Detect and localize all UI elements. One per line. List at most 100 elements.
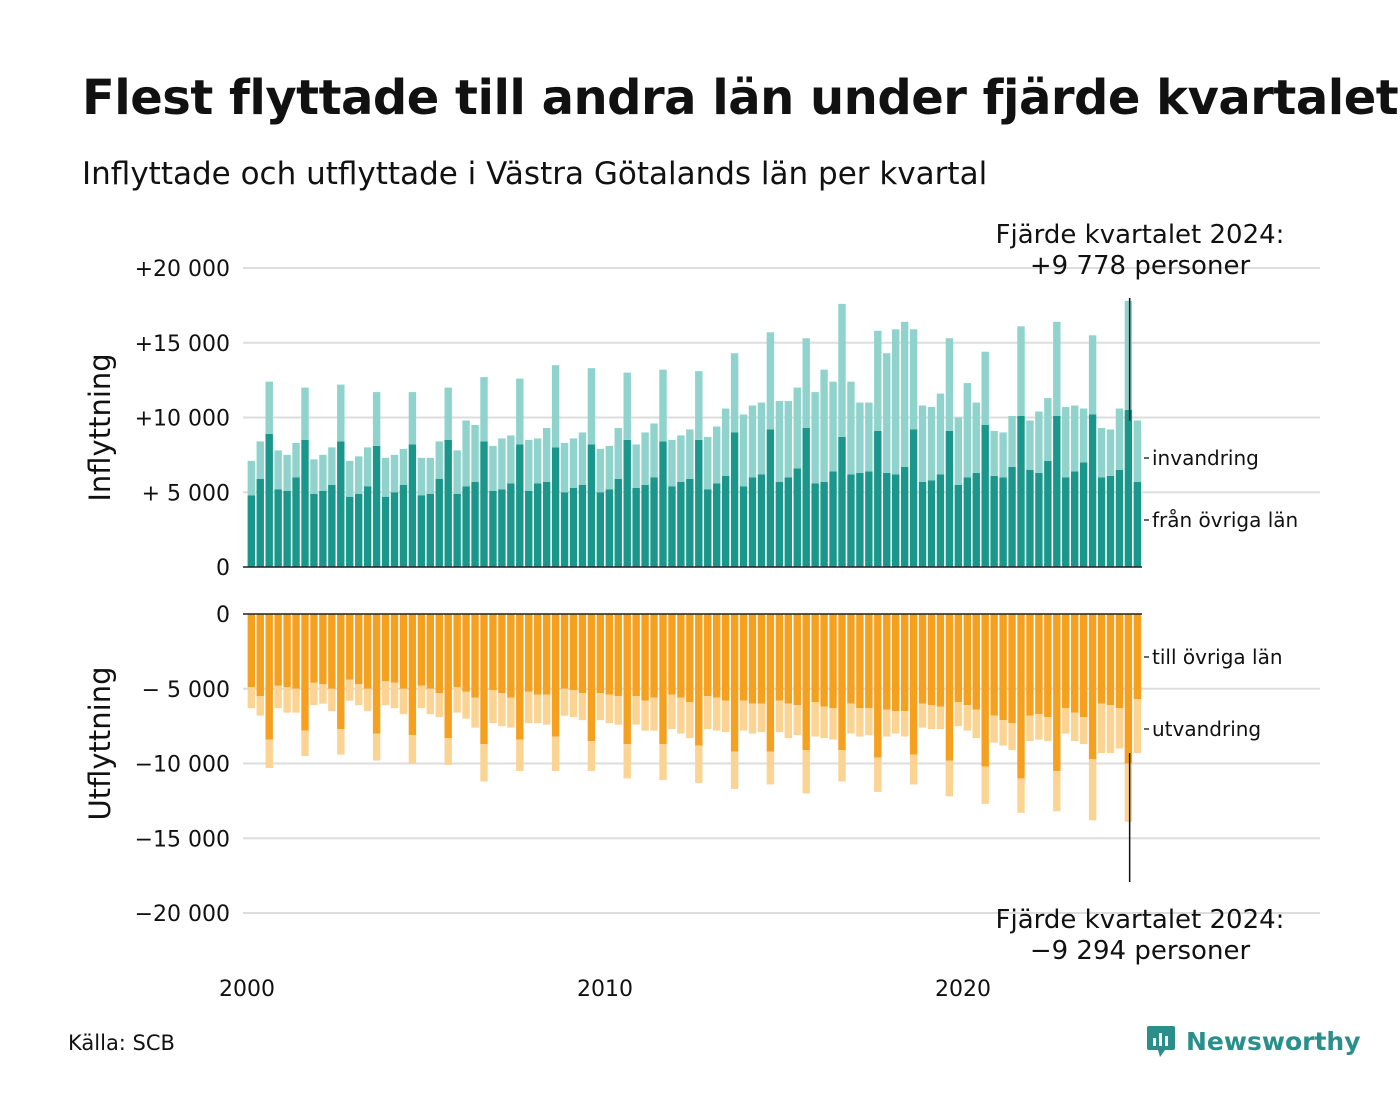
bar-invandring xyxy=(462,420,470,487)
bar-utvandring xyxy=(301,730,309,757)
bar-till-ovriga-lan xyxy=(784,614,792,704)
bar-fran-ovriga-lan xyxy=(399,484,408,567)
bar-invandring xyxy=(265,381,273,434)
annotation-text: −9 294 personer xyxy=(1030,936,1251,966)
bar-till-ovriga-lan xyxy=(730,614,739,752)
bar-utvandring xyxy=(578,693,587,721)
bar-invandring xyxy=(927,407,936,481)
y-tick-label: +20 000 xyxy=(135,257,230,282)
bar-till-ovriga-lan xyxy=(256,614,264,697)
bar-till-ovriga-lan xyxy=(990,614,998,716)
bar-invandring xyxy=(328,447,336,485)
axes xyxy=(243,298,1142,882)
bar-fran-ovriga-lan xyxy=(372,445,381,567)
bar-fran-ovriga-lan xyxy=(865,471,873,567)
bar-utvandring xyxy=(408,735,417,764)
bar-invandring xyxy=(686,429,694,479)
bar-utvandring xyxy=(1071,712,1079,742)
bar-fran-ovriga-lan xyxy=(677,481,685,567)
bar-utvandring xyxy=(551,736,560,771)
bar-utvandring xyxy=(381,681,390,706)
bar-invandring xyxy=(453,450,461,494)
bar-fran-ovriga-lan xyxy=(784,477,792,567)
bar-till-ovriga-lan xyxy=(435,614,443,694)
bar-invandring xyxy=(1017,326,1025,417)
bar-fran-ovriga-lan xyxy=(1071,471,1079,567)
bar-invandring xyxy=(757,402,766,475)
bar-utvandring xyxy=(856,708,864,737)
bar-utvandring xyxy=(900,711,909,737)
bar-till-ovriga-lan xyxy=(498,614,506,694)
bar-invandring xyxy=(856,402,864,473)
bar-fran-ovriga-lan xyxy=(408,444,417,567)
bar-fran-ovriga-lan xyxy=(1079,462,1088,567)
bar-invandring xyxy=(408,392,417,445)
annotation-text: Fjärde kvartalet 2024: xyxy=(996,220,1285,250)
source-note: Källa: SCB xyxy=(68,1031,175,1055)
bar-till-ovriga-lan xyxy=(292,614,300,689)
bar-utvandring xyxy=(802,750,810,794)
bar-invandring xyxy=(507,435,515,484)
bar-fran-ovriga-lan xyxy=(1026,469,1034,567)
bar-fran-ovriga-lan xyxy=(686,478,694,567)
legend-label: till övriga län xyxy=(1152,645,1283,669)
bar-till-ovriga-lan xyxy=(981,614,989,767)
bar-fran-ovriga-lan xyxy=(319,490,327,567)
bar-invandring xyxy=(811,392,819,484)
bar-till-ovriga-lan xyxy=(274,614,282,686)
bar-utvandring xyxy=(650,697,658,731)
bar-utvandring xyxy=(605,694,613,724)
labels: +20 000 +15 000 +10 000 + 5 000 0 Inflyttning… xyxy=(83,220,1298,1002)
bar-till-ovriga-lan xyxy=(1071,614,1079,713)
y-axis-title: Utflyttning xyxy=(83,667,117,821)
bar-utvandring xyxy=(498,693,506,727)
y-tick-label: −20 000 xyxy=(135,902,230,927)
bar-invandring xyxy=(730,353,739,433)
bar-utvandring xyxy=(1035,714,1043,740)
bar-utvandring xyxy=(310,682,318,706)
bar-utvandring xyxy=(489,690,497,724)
bar-invandring xyxy=(471,424,479,482)
bar-utvandring xyxy=(471,697,479,728)
bar-till-ovriga-lan xyxy=(444,614,452,739)
bar-invandring xyxy=(865,402,873,472)
bar-invandring xyxy=(381,457,390,497)
bar-utvandring xyxy=(1079,717,1088,745)
bar-invandring xyxy=(560,442,569,493)
bar-fran-ovriga-lan xyxy=(999,477,1007,567)
y-tick-label: 0 xyxy=(216,603,230,628)
bar-fran-ovriga-lan xyxy=(632,487,640,567)
bar-invandring xyxy=(1115,408,1124,470)
bar-invandring xyxy=(417,457,426,496)
bar-utvandring xyxy=(453,687,461,713)
bar-fran-ovriga-lan xyxy=(471,481,479,567)
bar-fran-ovriga-lan xyxy=(247,495,255,567)
bar-invandring xyxy=(775,401,784,482)
bar-utvandring xyxy=(1115,708,1124,749)
bar-invandring xyxy=(578,432,587,485)
bar-utvandring xyxy=(462,691,470,719)
bar-till-ovriga-lan xyxy=(802,614,810,751)
bar-invandring xyxy=(587,368,596,445)
bar-fran-ovriga-lan xyxy=(641,484,649,567)
gridlines xyxy=(243,267,1320,914)
bar-till-ovriga-lan xyxy=(659,614,667,745)
bar-till-ovriga-lan xyxy=(471,614,479,698)
bar-utvandring xyxy=(668,694,676,730)
bar-utvandring xyxy=(1088,759,1097,821)
bar-utvandring xyxy=(927,705,936,730)
bar-fran-ovriga-lan xyxy=(453,493,461,567)
bar-utvandring xyxy=(713,697,721,731)
bar-fran-ovriga-lan xyxy=(874,430,882,567)
bar-fran-ovriga-lan xyxy=(811,483,819,567)
bar-till-ovriga-lan xyxy=(337,614,345,730)
bar-fran-ovriga-lan xyxy=(1035,472,1043,567)
bar-utvandring xyxy=(659,744,667,780)
bar-fran-ovriga-lan xyxy=(596,492,605,567)
bar-till-ovriga-lan xyxy=(1008,614,1016,724)
bar-invandring xyxy=(355,456,363,494)
bar-till-ovriga-lan xyxy=(525,614,533,692)
bar-invandring xyxy=(748,405,757,478)
bar-till-ovriga-lan xyxy=(1079,614,1088,718)
bar-till-ovriga-lan xyxy=(346,614,354,680)
